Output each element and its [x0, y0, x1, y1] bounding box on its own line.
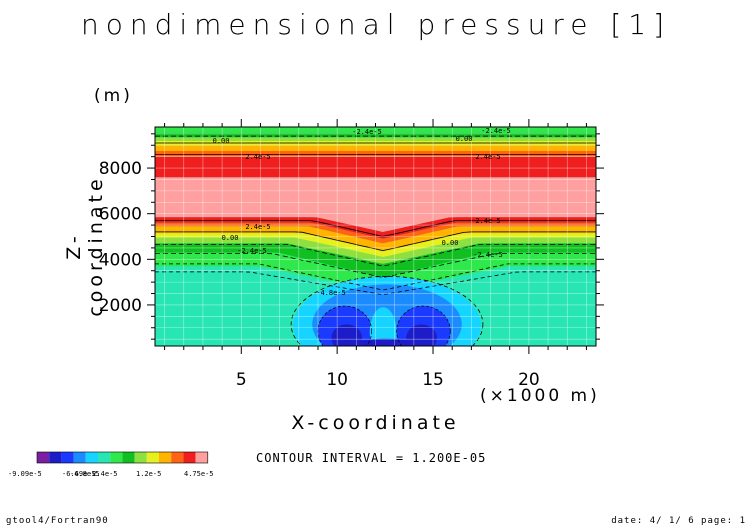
colorbar-swatch: [110, 452, 123, 463]
colorbar-swatch: [146, 452, 159, 463]
axes: 5 10 15 20 2000 4000 6000 8000: [99, 119, 604, 390]
contour-label: 2.4e-5: [245, 223, 270, 231]
low-core-left-deep: [331, 324, 363, 346]
footer-software: gtool4/Fortran90: [6, 516, 109, 526]
colorbar-swatch: [183, 452, 196, 463]
colorbar-tick-label: -9.09e-5: [8, 470, 42, 478]
chart-title: nondimensional pressure [1]: [80, 8, 671, 41]
contour-label: 0.00: [222, 234, 239, 242]
colorbar-swatch: [134, 452, 147, 463]
contour-labels: -2.4e-5 0.00 2.4e-5 2.4e-5 0.00 -2.4e-5 -2.4e-…: [213, 127, 511, 297]
colorbar-tick-label: -2.4e-5: [88, 470, 118, 478]
contour-label: 2.4e-5: [475, 153, 500, 161]
contour-label: 0.00: [213, 137, 230, 145]
contour-label: 2.4e-5: [475, 217, 500, 225]
colorbar-swatch: [85, 452, 98, 463]
low-core-right-deep: [406, 324, 437, 346]
colorbar-tick-label: -6.69e-5: [62, 470, 96, 478]
low-floor: [354, 338, 420, 346]
colorbar-swatch: [98, 452, 111, 463]
colorbar-swatch: [37, 452, 50, 463]
contour-line: [155, 263, 596, 291]
colorbar-tick-label: 1.2e-5: [136, 470, 161, 478]
colorbar-frame: [36, 451, 209, 464]
contour-label: -2.4e-5: [473, 251, 503, 259]
footer-date-page: date: 4/ 1/ 6 page: 1: [611, 516, 746, 526]
contour-label: -2.4e-5: [481, 127, 511, 135]
y-tick-label: 8000: [99, 159, 142, 179]
x-tick-label: 10: [326, 370, 348, 390]
contour-label: 0.00: [456, 135, 473, 143]
x-axis-label: X-coordinate: [291, 412, 460, 434]
colorbar-tick-label: -4.8e-5: [70, 470, 100, 478]
colorbar-tick-label: 4.75e-5: [184, 470, 214, 478]
contour-line: [155, 253, 596, 278]
grid-lines: [155, 127, 596, 346]
colorbar-swatch: [159, 452, 172, 463]
contour-label: 0.00: [442, 239, 459, 247]
x-tick-label: 15: [422, 370, 444, 390]
contour-label: -4.8e-5: [316, 289, 346, 297]
contour-line: [290, 276, 484, 346]
field-band: [155, 252, 596, 292]
colorbar-swatch: [61, 452, 74, 463]
field-band: [155, 243, 596, 278]
contour-interval-note: CONTOUR INTERVAL = 1.200E-05: [256, 451, 487, 465]
y-axis-unit: (m): [94, 86, 133, 106]
y-tick-label: 2000: [99, 296, 142, 316]
y-tick-label: 6000: [99, 205, 142, 225]
contour-label: -2.4e-5: [237, 247, 267, 255]
field-band: [155, 217, 596, 239]
colorbar-swatch: [171, 452, 184, 463]
contour-label: -2.4e-5: [352, 128, 382, 136]
x-axis-unit: (×1000 m): [480, 386, 600, 406]
colorbar-swatch: [73, 452, 86, 463]
colorbar-swatch: [195, 452, 208, 463]
contour-label: 2.4e-5: [245, 153, 270, 161]
x-tick-label: 5: [236, 370, 247, 390]
x-tick-label: 20: [518, 370, 540, 390]
contour-line: [396, 305, 451, 346]
contour-line: [155, 244, 596, 267]
low-split-gap: [369, 307, 397, 346]
y-tick-label: 4000: [99, 250, 142, 270]
field-band: [155, 226, 596, 252]
colorbar-swatch: [49, 452, 62, 463]
contour-line: [155, 271, 596, 296]
colorbar: -9.09e-5 -6.69e-5-4.8e-5-2.4e-5 1.2e-5 4.75…: [8, 451, 214, 478]
colorbar-swatch: [122, 452, 135, 463]
